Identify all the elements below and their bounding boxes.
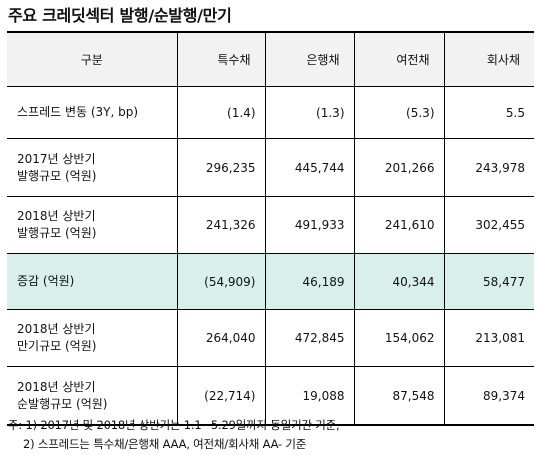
table-cell: 243,978 [443,138,534,197]
table-row: 2018년 상반기 만기규모 (억원) 264,040 472,845 154,0… [7,309,534,367]
header-card-bond: 여전채 [353,31,444,87]
row-label: 2018년 상반기 만기규모 (억원) [7,309,177,367]
table-cell: (54,909) [176,253,265,310]
row-label: 스프레드 변동 (3Y, bp) [7,86,177,139]
table-cell: 201,266 [353,138,444,197]
table-cell: 241,326 [176,196,265,254]
row-label: 2018년 상반기 발행규모 (억원) [7,196,177,254]
table-cell: 241,610 [353,196,444,254]
table-cell: 213,081 [443,309,534,367]
table-cell: 491,933 [264,196,354,254]
header-row: 구분 특수채 은행채 여전채 회사채 [7,31,534,87]
header-category: 구분 [7,31,177,87]
table-cell: 58,477 [443,253,534,310]
table-cell: 87,548 [353,366,444,426]
table-cell: 19,088 [264,366,354,426]
table-title: 주요 크레딧섹터 발행/순발행/만기 [8,6,232,25]
table-cell: 46,189 [264,253,354,310]
table-row: 2018년 상반기 발행규모 (억원) 241,326 491,933 241,6… [7,196,534,254]
table-cell: 264,040 [176,309,265,367]
table-cell: 472,845 [264,309,354,367]
table-row-highlight: 증감 (억원) (54,909) 46,189 40,344 58,477 [7,253,534,310]
footnote-1: 주: 1) 2017년 및 2018년 상반기는 1.1~5.29일까지 동일기… [8,418,340,432]
table-cell: (5.3) [353,86,444,139]
footnote-2: 2) 스프레드는 특수채/은행채 AAA, 여전채/회사채 AA- 기준 [23,437,307,451]
table-cell: 302,455 [443,196,534,254]
table-cell: 445,744 [264,138,354,197]
row-label: 증감 (억원) [7,253,177,310]
table-cell: (22,714) [176,366,265,426]
footnotes: 주: 1) 2017년 및 2018년 상반기는 1.1~5.29일까지 동일기… [8,416,340,454]
header-special-bond: 특수채 [176,31,265,87]
table-cell: 40,344 [353,253,444,310]
table-cell: (1.3) [264,86,354,139]
table-cell: 5.5 [443,86,534,139]
table-cell: 89,374 [443,366,534,426]
header-bank-bond: 은행채 [264,31,354,87]
credit-sector-table: 구분 특수채 은행채 여전채 회사채 스프레드 변동 (3Y, bp) (1.4… [7,31,534,426]
table-row: 2017년 상반기 발행규모 (억원) 296,235 445,744 201,2… [7,138,534,197]
table-row: 스프레드 변동 (3Y, bp) (1.4) (1.3) (5.3) 5.5 [7,86,534,139]
row-label: 2018년 상반기 순발행규모 (억원) [7,366,177,426]
table-cell: 296,235 [176,138,265,197]
table-row: 2018년 상반기 순발행규모 (억원) (22,714) 19,088 87,5… [7,366,534,426]
table-cell: 154,062 [353,309,444,367]
row-label: 2017년 상반기 발행규모 (억원) [7,138,177,197]
table-cell: (1.4) [176,86,265,139]
header-corporate-bond: 회사채 [443,31,534,87]
